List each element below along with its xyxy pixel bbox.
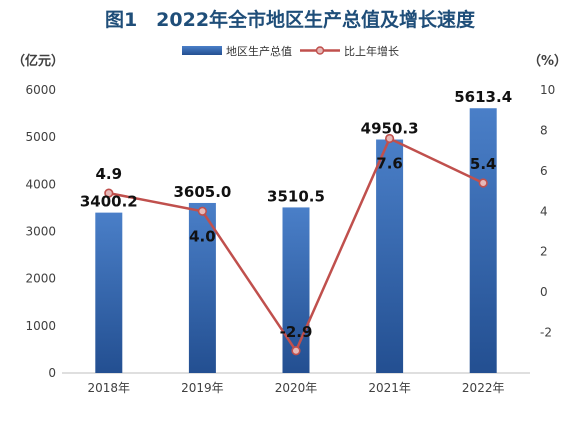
x-axis-tick-label: 2019年 <box>181 381 224 395</box>
right-axis-tick-label: 8 <box>540 123 548 137</box>
right-axis-tick-label: 10 <box>540 83 555 97</box>
left-axis-tick-label: 5000 <box>25 130 56 144</box>
chart-title: 图1 2022年全市地区生产总值及增长速度 <box>105 8 476 31</box>
bar <box>376 139 404 373</box>
line-marker <box>104 188 114 198</box>
legend-line-label: 比上年增长 <box>344 44 399 58</box>
bar-value-label: 3400.2 <box>80 193 138 211</box>
growth-value-label: 4.0 <box>189 227 216 245</box>
right-axis: -2 0 2 4 6 8 10 <box>540 83 555 340</box>
growth-value-label: 5.4 <box>470 155 497 173</box>
line-marker <box>291 346 301 356</box>
left-axis-unit: （亿元） <box>12 53 64 69</box>
legend-bar-label: 地区生产总值 <box>226 44 292 58</box>
right-axis-unit: （%） <box>528 53 567 69</box>
bar <box>282 207 310 373</box>
line-marker <box>478 178 488 188</box>
bar <box>188 202 216 373</box>
x-axis: 2018年 2019年 2020年 2021年 2022年 <box>88 381 505 395</box>
left-axis-tick-label: 3000 <box>25 225 56 239</box>
right-axis-tick-label: 4 <box>540 204 548 218</box>
line-marker <box>197 206 207 216</box>
bar-value-label: 3510.5 <box>267 187 325 205</box>
bar-value-label: 5613.4 <box>454 88 512 106</box>
left-axis-tick-label: 4000 <box>25 177 56 191</box>
legend: 地区生产总值 比上年增长 <box>182 44 399 58</box>
left-axis: 0 1000 2000 3000 4000 5000 6000 <box>25 83 56 380</box>
right-axis-tick-label: 6 <box>540 164 548 178</box>
growth-value-label: -2.9 <box>280 323 313 341</box>
line-marker <box>385 133 395 144</box>
bar <box>469 108 497 374</box>
line-data-labels: 4.9 4.0 -2.9 7.6 5.4 <box>96 155 497 341</box>
left-axis-tick-label: 1000 <box>25 319 56 333</box>
right-axis-tick-label: 2 <box>540 245 548 259</box>
x-axis-tick-label: 2021年 <box>368 381 411 395</box>
legend-bar-swatch <box>182 46 222 55</box>
bar-series <box>95 108 497 374</box>
bar-value-label: 3605.0 <box>173 183 231 201</box>
left-axis-tick-label: 0 <box>48 366 56 380</box>
legend-line-marker <box>315 46 325 55</box>
line-series <box>104 133 488 356</box>
x-axis-tick-label: 2020年 <box>275 381 318 395</box>
bar-data-labels: 3400.2 3605.0 3510.5 4950.3 5613.4 <box>80 88 512 210</box>
left-axis-tick-label: 2000 <box>25 272 56 286</box>
growth-value-label: 4.9 <box>96 165 123 183</box>
bar-value-label: 4950.3 <box>361 120 419 138</box>
x-axis-tick-label: 2018年 <box>88 381 131 395</box>
growth-value-label: 7.6 <box>376 155 403 173</box>
right-axis-tick-label: 0 <box>540 285 548 299</box>
bar <box>95 212 123 373</box>
x-axis-tick-label: 2022年 <box>462 381 505 395</box>
right-axis-tick-label: -2 <box>540 326 552 340</box>
left-axis-tick-label: 6000 <box>25 83 56 97</box>
